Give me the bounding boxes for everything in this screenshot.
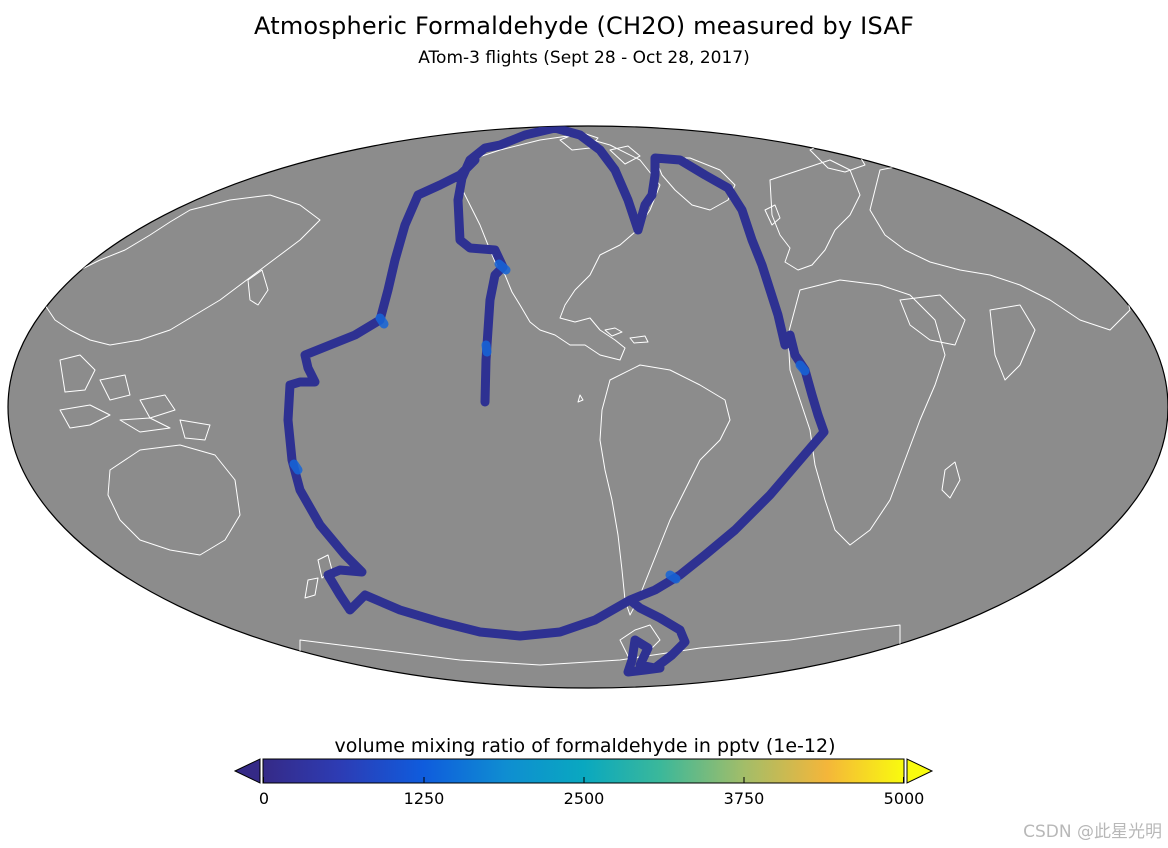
caribbean-coastline	[577, 327, 649, 403]
madagascar-coastline	[941, 461, 961, 499]
africa-coastline	[787, 279, 946, 546]
colorbar-under-arrow	[233, 758, 261, 784]
arabia-coastline	[899, 294, 966, 346]
british-isles-coastline	[764, 204, 781, 226]
asia-west-coastline	[44, 194, 321, 346]
southeast-asia-coastline	[59, 354, 176, 419]
map-subtitle: ATom-3 flights (Sept 28 - Oct 28, 2017)	[418, 48, 750, 68]
colorbar-label: volume mixing ratio of formaldehyde in p…	[334, 735, 836, 757]
colorbar-tick-label: 3750	[723, 789, 765, 808]
colorbar-over-arrow	[906, 758, 934, 784]
japan-coastline	[247, 269, 269, 306]
colorbar-tick-label: 5000	[883, 789, 925, 808]
ocean-background	[7, 125, 1168, 689]
greenland-coastline	[654, 157, 736, 211]
india-coastline	[989, 304, 1036, 381]
watermark: CSDN @此星光明	[1023, 822, 1162, 842]
europe-coastline	[769, 159, 861, 271]
flight-track	[283, 126, 829, 677]
australia-coastline	[107, 444, 241, 556]
flight-track-highlight	[289, 259, 810, 584]
map-title: Atmospheric Formaldehyde (CH2O) measured…	[254, 12, 914, 40]
antarctica-coastline	[299, 624, 901, 688]
colorbar-tick-label: 2500	[563, 789, 605, 808]
indonesia-coastline	[59, 404, 211, 441]
colorbar-tick-label: 1250	[403, 789, 445, 808]
colorbar-tick-label: 0	[258, 789, 270, 808]
south-america-coastline	[599, 364, 731, 616]
